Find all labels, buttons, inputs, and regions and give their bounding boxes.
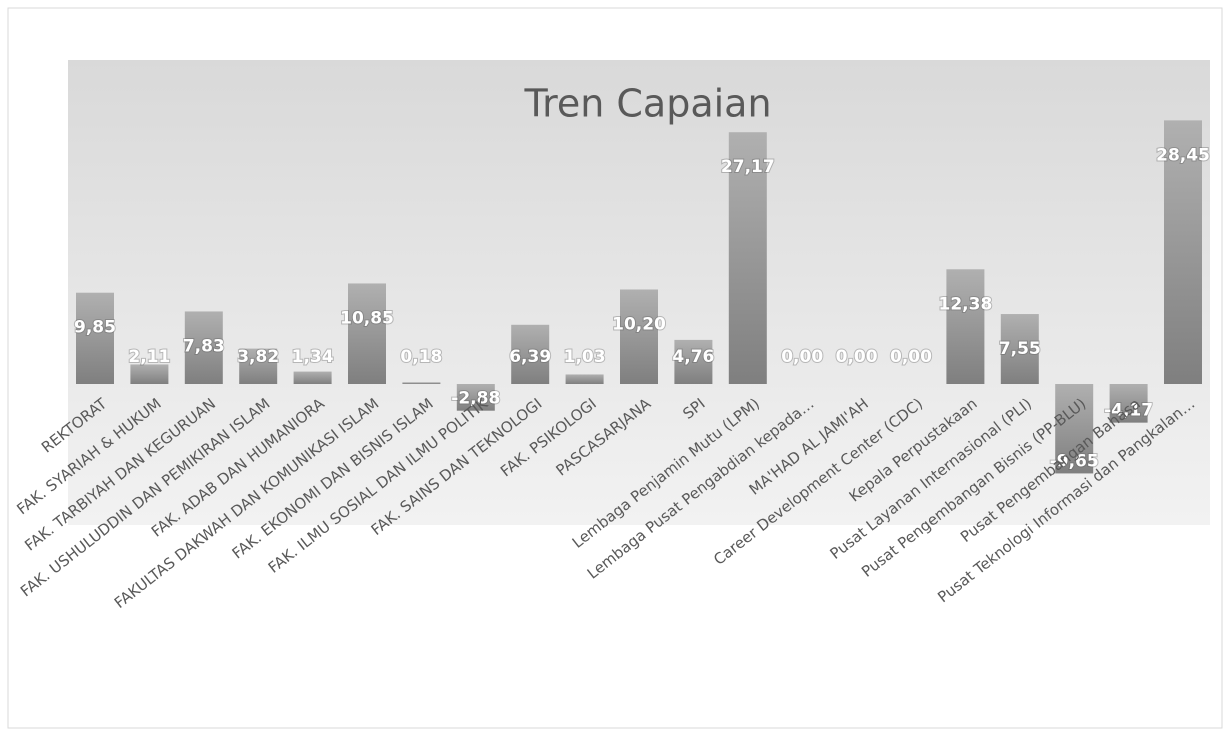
bar bbox=[293, 371, 332, 384]
value-label: 0,00 bbox=[890, 347, 932, 367]
value-label: -2,88 bbox=[451, 389, 500, 409]
value-label: 9,85 bbox=[74, 318, 116, 338]
bar bbox=[184, 311, 223, 384]
value-label: 10,85 bbox=[340, 308, 394, 328]
bar bbox=[348, 283, 386, 384]
bar bbox=[620, 289, 658, 384]
bar bbox=[76, 292, 114, 384]
value-label: 2,11 bbox=[128, 347, 170, 367]
value-label: 28,45 bbox=[1156, 145, 1210, 165]
value-label: 12,38 bbox=[939, 294, 993, 314]
value-label: 0,00 bbox=[836, 347, 878, 367]
bar bbox=[1109, 384, 1148, 423]
value-label: -4,17 bbox=[1104, 401, 1153, 421]
value-label: 4,76 bbox=[672, 347, 714, 367]
bar bbox=[456, 384, 495, 411]
value-label: 10,20 bbox=[612, 314, 666, 334]
value-label: 0,00 bbox=[781, 347, 823, 367]
bar bbox=[1164, 120, 1202, 384]
bar bbox=[511, 324, 550, 384]
value-label: -9,65 bbox=[1050, 451, 1099, 471]
value-label: 7,83 bbox=[183, 336, 225, 356]
value-label: 0,18 bbox=[400, 347, 442, 367]
value-label: 1,03 bbox=[564, 347, 606, 367]
bar bbox=[1000, 314, 1039, 384]
value-label: 27,17 bbox=[721, 157, 775, 177]
value-label: 3,82 bbox=[237, 347, 279, 367]
bar bbox=[239, 348, 278, 384]
bar bbox=[130, 364, 169, 384]
bar bbox=[728, 132, 767, 384]
bar bbox=[402, 382, 441, 384]
value-label: 6,39 bbox=[509, 347, 551, 367]
value-label: 1,34 bbox=[292, 347, 334, 367]
bar bbox=[674, 339, 713, 384]
bar bbox=[946, 269, 985, 384]
bar bbox=[1055, 384, 1094, 474]
chart-title: Tren Capaian bbox=[523, 82, 771, 126]
bar bbox=[565, 374, 604, 384]
value-label: 7,55 bbox=[999, 339, 1041, 359]
